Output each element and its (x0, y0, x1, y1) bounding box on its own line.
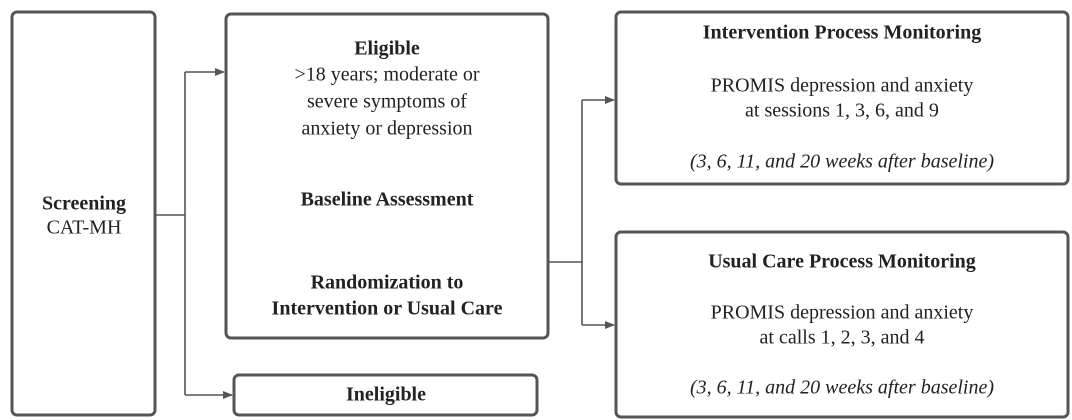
screening-box (10, 10, 157, 417)
node-title: Ineligible (346, 384, 426, 406)
node-line: at sessions 1, 3, 6, and 9 (745, 100, 939, 122)
node-title: Eligible (354, 38, 420, 60)
node-note: (3, 6, 11, and 20 weeks after baseline) (690, 377, 994, 399)
node-line: at calls 1, 2, 3, and 4 (760, 327, 925, 349)
usual-care-box (614, 230, 1070, 419)
node-line: severe symptoms of (307, 91, 467, 113)
node-line: Intervention or Usual Care (272, 298, 503, 320)
node-line: CAT-MH (47, 217, 122, 239)
node-line: PROMIS depression and anxiety (711, 75, 974, 97)
node-title: Usual Care Process Monitoring (708, 251, 976, 273)
node-title: Randomization to (311, 272, 464, 294)
intervention-box (614, 10, 1070, 186)
node-title: Intervention Process Monitoring (703, 22, 982, 44)
connector (155, 72, 186, 395)
ineligible-box (232, 373, 539, 417)
node-line: PROMIS depression and anxiety (711, 302, 974, 324)
node-title: Baseline Assessment (301, 189, 474, 211)
node-line: anxiety or depression (301, 118, 472, 140)
connector (548, 100, 583, 325)
node-title: Screening (42, 193, 126, 215)
node-line: >18 years; moderate or (294, 64, 479, 86)
eligible-box (224, 12, 550, 340)
node-note: (3, 6, 11, and 20 weeks after baseline) (690, 151, 994, 173)
